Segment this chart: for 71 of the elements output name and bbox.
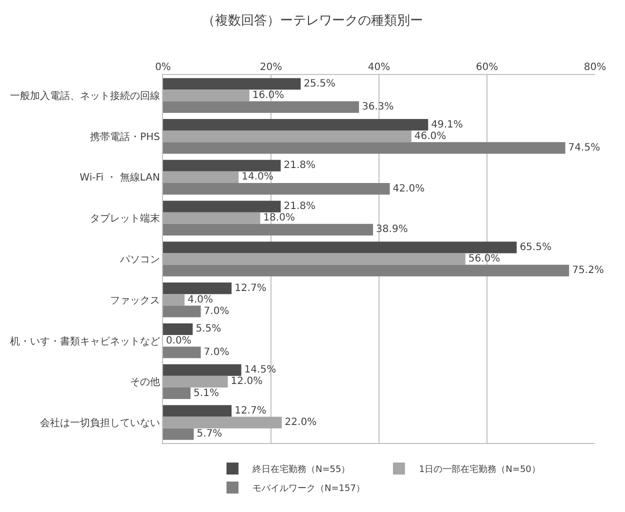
x-tick-label: 40% bbox=[368, 62, 390, 73]
data-label: 4.0% bbox=[188, 294, 214, 306]
bar bbox=[163, 118, 428, 131]
data-label: 16.0% bbox=[252, 90, 284, 101]
bar bbox=[163, 346, 201, 358]
y-tick-label: その他 bbox=[130, 376, 160, 388]
bar bbox=[163, 416, 282, 428]
data-label: 14.0% bbox=[242, 172, 274, 183]
bar bbox=[163, 242, 517, 254]
bar bbox=[163, 160, 281, 172]
bar bbox=[163, 364, 242, 376]
x-tick-label: 60% bbox=[476, 62, 498, 73]
y-tick-label: Wi-Fi ・ 無線LAN bbox=[80, 172, 160, 184]
data-label: 12.7% bbox=[234, 282, 266, 294]
bar bbox=[163, 183, 390, 195]
x-tick-label: 80% bbox=[584, 62, 606, 73]
bar bbox=[163, 101, 360, 113]
data-label: 75.2% bbox=[572, 265, 604, 276]
data-label: 25.5% bbox=[304, 78, 336, 90]
legend-label: モバイルワーク（N=157） bbox=[252, 484, 365, 494]
bar bbox=[163, 142, 566, 154]
bar bbox=[163, 212, 260, 224]
legend-label: 1日の一部在宅勤務（N=50） bbox=[418, 464, 540, 476]
data-label: 42.0% bbox=[392, 183, 425, 194]
bar bbox=[163, 282, 232, 294]
bar bbox=[163, 376, 228, 388]
data-label: 5.7% bbox=[196, 428, 222, 440]
bar bbox=[163, 253, 466, 265]
x-tick-label: 0% bbox=[155, 62, 171, 73]
y-tick-label: 机・いす・書類キャビネットなど bbox=[10, 335, 160, 348]
data-label: 0.0% bbox=[166, 335, 192, 346]
data-label: 12.0% bbox=[230, 376, 263, 388]
data-label: 21.8% bbox=[284, 160, 316, 172]
data-label: 7.0% bbox=[204, 346, 230, 358]
data-label: 18.0% bbox=[263, 212, 295, 224]
data-label: 36.3% bbox=[362, 102, 394, 113]
bar bbox=[163, 130, 412, 142]
data-label: 14.5% bbox=[244, 364, 276, 376]
data-label: 5.1% bbox=[194, 388, 219, 399]
data-label: 46.0% bbox=[414, 130, 446, 142]
bar bbox=[163, 200, 281, 212]
bar bbox=[163, 171, 239, 184]
data-label: 22.0% bbox=[284, 417, 317, 428]
data-label: 21.8% bbox=[284, 201, 316, 212]
y-tick-label: 一般加入電話、ネット接続の回線 bbox=[10, 90, 160, 102]
bar bbox=[163, 405, 232, 417]
data-label: 38.9% bbox=[376, 224, 408, 236]
chart-title: （複数回答）ーテレワークの種類別ー bbox=[202, 13, 423, 28]
bar bbox=[163, 264, 570, 276]
legend-label: 終日在宅勤務（N=55） bbox=[252, 464, 350, 476]
x-tick-label: 20% bbox=[260, 62, 282, 73]
bar bbox=[163, 78, 301, 90]
bar bbox=[163, 428, 194, 440]
y-tick-label: タブレット端末 bbox=[90, 212, 160, 225]
data-label: 65.5% bbox=[520, 242, 552, 253]
data-label: 7.0% bbox=[204, 306, 230, 317]
data-label: 12.7% bbox=[234, 405, 266, 416]
bar bbox=[163, 294, 185, 306]
data-label: 49.1% bbox=[431, 119, 463, 130]
y-tick-label: パソコン bbox=[119, 254, 160, 266]
bar bbox=[163, 306, 201, 318]
y-tick-label: ファックス bbox=[110, 295, 160, 306]
data-label: 56.0% bbox=[468, 254, 500, 264]
bar bbox=[163, 90, 250, 102]
bar bbox=[163, 387, 191, 400]
data-label: 5.5% bbox=[196, 324, 222, 335]
y-tick-label: 会社は一切負担していない bbox=[40, 417, 160, 430]
y-tick-label: 携帯電話・PHS bbox=[90, 130, 160, 143]
data-label: 74.5% bbox=[568, 142, 600, 154]
bar bbox=[163, 224, 374, 236]
bar bbox=[163, 323, 193, 335]
